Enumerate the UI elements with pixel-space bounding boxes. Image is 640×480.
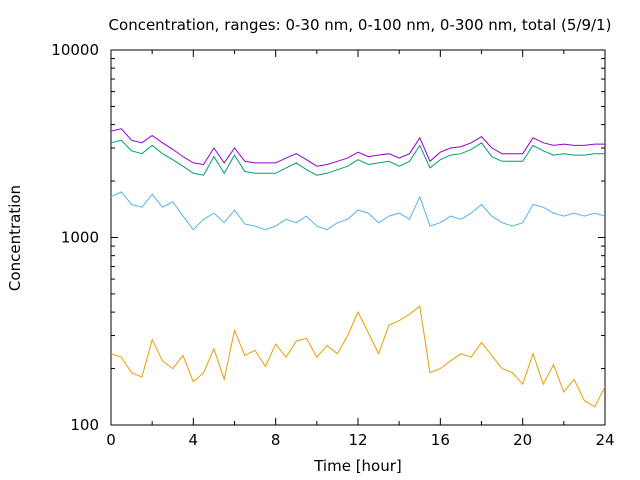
y-tick-label: 10000	[51, 41, 99, 59]
y-axis-ticks: 100 1000 10000	[51, 41, 605, 434]
y-tick-label: 1000	[61, 229, 99, 247]
x-tick-label: 4	[189, 431, 199, 449]
x-tick-label: 20	[513, 431, 532, 449]
series-line-1	[110, 305, 606, 408]
series-line-2	[110, 191, 606, 231]
y-axis-label: Concentration	[6, 185, 24, 291]
x-axis-ticks: 0 4 8 12 16 20 24	[106, 50, 615, 449]
x-tick-label: 8	[271, 431, 281, 449]
x-tick-label: 16	[431, 431, 450, 449]
x-tick-label: 12	[348, 431, 367, 449]
series-layer	[110, 128, 606, 408]
x-tick-label: 24	[595, 431, 614, 449]
y-tick-label: 100	[70, 416, 99, 434]
series-line-4	[110, 128, 605, 167]
x-axis-label: Time [hour]	[313, 457, 402, 475]
chart-title: Concentration, ranges: 0-30 nm, 0-100 nm…	[109, 16, 612, 34]
plot-frame	[110, 49, 606, 426]
series-line-3	[110, 139, 605, 176]
x-tick-label: 0	[106, 431, 116, 449]
